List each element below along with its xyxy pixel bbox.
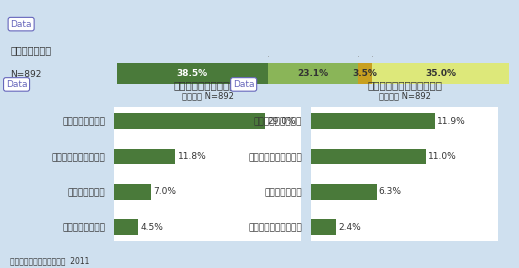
Bar [311,184,377,200]
Text: 企業参入を歓迎しない理由: 企業参入を歓迎しない理由 [367,80,442,90]
Bar [372,63,509,84]
Text: N=892: N=892 [10,70,42,79]
Text: 複数回答 N=892: 複数回答 N=892 [379,91,431,100]
Text: 企業参入の考え: 企業参入の考え [10,46,51,55]
Text: 3.5%: 3.5% [352,69,377,78]
Bar [311,148,426,165]
Text: Data: Data [233,80,254,89]
Text: Data: Data [10,20,32,29]
Text: 2.4%: 2.4% [338,223,361,232]
Bar [268,63,358,84]
Text: 29.0%: 29.0% [267,117,296,126]
Text: 35.0%: 35.0% [425,69,456,78]
Text: 7.0%: 7.0% [153,187,176,196]
Text: 11.9%: 11.9% [437,117,466,126]
Text: 4.5%: 4.5% [140,223,163,232]
Text: 企業参入を歓迎する理由: 企業参入を歓迎する理由 [173,80,242,90]
Bar [114,184,151,200]
Text: Data: Data [6,80,28,89]
Bar [114,113,265,129]
Text: 複数回答 N=892: 複数回答 N=892 [182,91,234,100]
Text: 6.3%: 6.3% [379,187,402,196]
Text: 23.1%: 23.1% [297,69,329,78]
Bar [117,63,268,84]
Bar [114,148,175,165]
Bar [311,113,435,129]
Bar [358,63,372,84]
Text: 社団法人日本農業法人協会  2011: 社団法人日本農業法人協会 2011 [10,256,90,265]
Text: 11.8%: 11.8% [178,152,207,161]
Text: 38.5%: 38.5% [176,69,208,78]
Bar [311,219,336,235]
Text: 11.0%: 11.0% [428,152,456,161]
Bar [114,219,138,235]
